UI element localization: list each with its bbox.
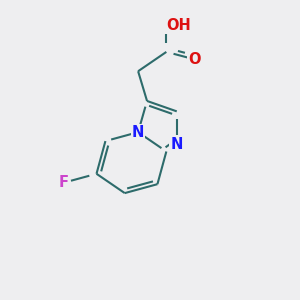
- Text: OH: OH: [166, 18, 191, 33]
- Text: F: F: [59, 175, 69, 190]
- Text: N: N: [171, 136, 183, 152]
- Text: O: O: [188, 52, 201, 67]
- Text: N: N: [132, 125, 144, 140]
